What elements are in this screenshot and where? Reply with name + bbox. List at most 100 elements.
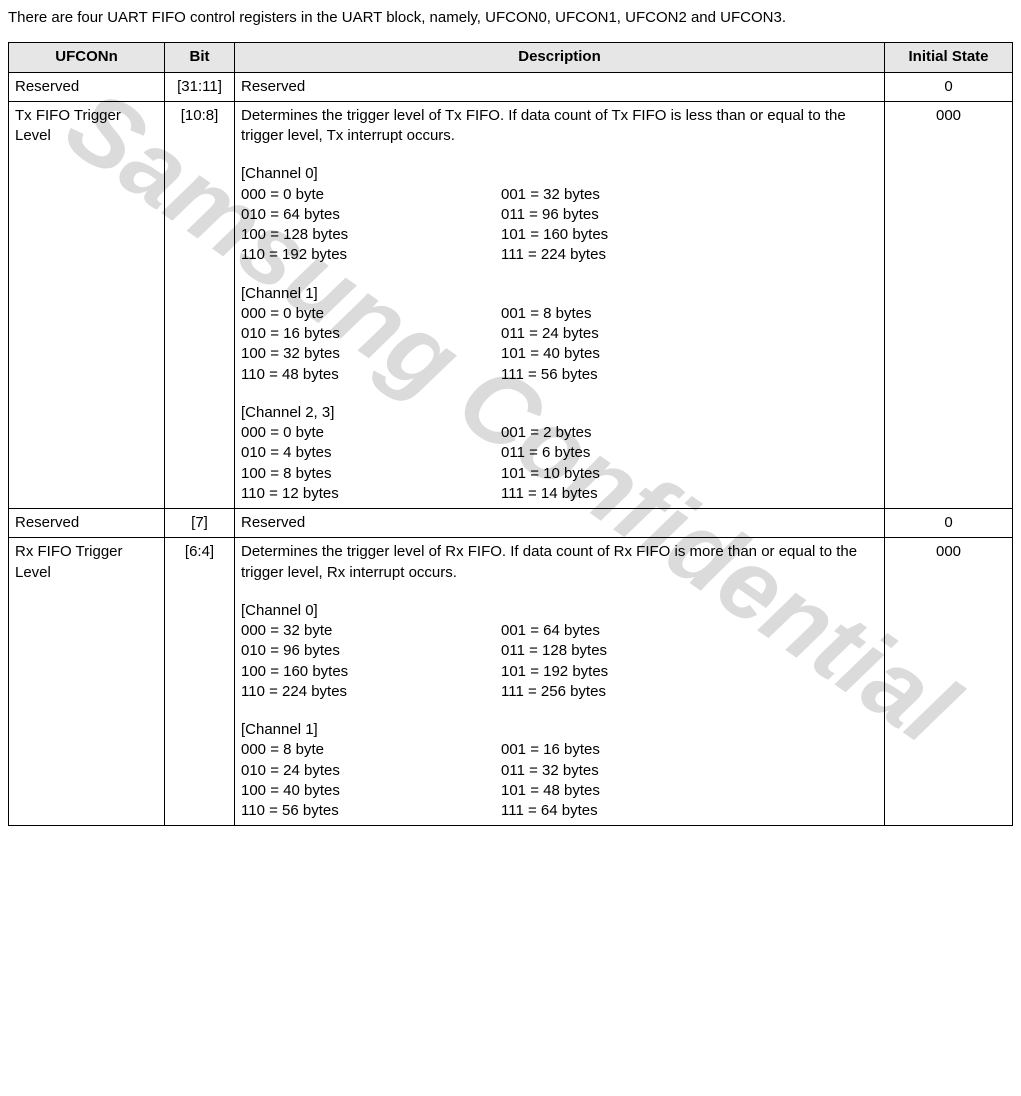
value-pair-right: 111 = 64 bytes: [501, 801, 598, 821]
col-header-bit: Bit: [165, 43, 235, 72]
cell-bit-range: [10:8]: [165, 101, 235, 508]
channel-block: [Channel 1]000 = 8 byte001 = 16 bytes010…: [241, 720, 878, 821]
cell-bit-range: [7]: [165, 509, 235, 538]
table-header-row: UFCONn Bit Description Initial State: [9, 43, 1013, 72]
value-pair-row: 010 = 16 bytes011 = 24 bytes: [241, 324, 878, 344]
value-pair-right: 011 = 6 bytes: [501, 443, 590, 463]
value-pair-right: 101 = 160 bytes: [501, 225, 608, 245]
table-body: Reserved[31:11]Reserved0Tx FIFO Trigger …: [9, 72, 1013, 826]
value-pair-left: 000 = 0 byte: [241, 423, 501, 443]
value-pair-left: 110 = 48 bytes: [241, 365, 501, 385]
cell-description: Determines the trigger level of Rx FIFO.…: [235, 538, 885, 826]
value-pair-right: 101 = 48 bytes: [501, 781, 600, 801]
value-pair-left: 110 = 192 bytes: [241, 245, 501, 265]
channel-title: [Channel 0]: [241, 601, 878, 621]
value-pair-right: 001 = 64 bytes: [501, 621, 600, 641]
value-pair-right: 011 = 32 bytes: [501, 761, 599, 781]
value-pair-row: 000 = 8 byte001 = 16 bytes: [241, 740, 878, 760]
cell-initial-state: 0: [885, 72, 1013, 101]
desc-intro-text: Reserved: [241, 513, 878, 533]
cell-description: Reserved: [235, 72, 885, 101]
cell-bit-range: [31:11]: [165, 72, 235, 101]
value-pair-right: 001 = 8 bytes: [501, 304, 591, 324]
value-pair-row: 110 = 56 bytes111 = 64 bytes: [241, 801, 878, 821]
table-row: Reserved[31:11]Reserved0: [9, 72, 1013, 101]
value-pair-left: 110 = 56 bytes: [241, 801, 501, 821]
value-pair-row: 100 = 40 bytes101 = 48 bytes: [241, 781, 878, 801]
channel-title: [Channel 1]: [241, 720, 878, 740]
value-pair-right: 101 = 40 bytes: [501, 344, 600, 364]
value-pair-row: 010 = 96 bytes011 = 128 bytes: [241, 641, 878, 661]
col-header-init: Initial State: [885, 43, 1013, 72]
cell-field-name: Tx FIFO Trigger Level: [9, 101, 165, 508]
cell-field-name: Rx FIFO Trigger Level: [9, 538, 165, 826]
value-pair-right: 011 = 128 bytes: [501, 641, 607, 661]
value-pair-row: 100 = 32 bytes101 = 40 bytes: [241, 344, 878, 364]
table-row: Tx FIFO Trigger Level[10:8]Determines th…: [9, 101, 1013, 508]
value-pair-right: 101 = 10 bytes: [501, 464, 600, 484]
value-pair-right: 111 = 256 bytes: [501, 682, 606, 702]
value-pair-left: 000 = 8 byte: [241, 740, 501, 760]
desc-intro-text: Determines the trigger level of Tx FIFO.…: [241, 106, 878, 147]
value-pair-right: 101 = 192 bytes: [501, 662, 608, 682]
value-pair-right: 111 = 224 bytes: [501, 245, 606, 265]
value-pair-row: 100 = 160 bytes101 = 192 bytes: [241, 662, 878, 682]
cell-description: Reserved: [235, 509, 885, 538]
value-pair-left: 100 = 40 bytes: [241, 781, 501, 801]
cell-field-name: Reserved: [9, 72, 165, 101]
cell-bit-range: [6:4]: [165, 538, 235, 826]
value-pair-right: 001 = 16 bytes: [501, 740, 600, 760]
value-pair-row: 110 = 224 bytes111 = 256 bytes: [241, 682, 878, 702]
col-header-desc: Description: [235, 43, 885, 72]
value-pair-left: 010 = 16 bytes: [241, 324, 501, 344]
cell-initial-state: 000: [885, 101, 1013, 508]
table-row: Rx FIFO Trigger Level[6:4]Determines the…: [9, 538, 1013, 826]
channel-block: [Channel 0]000 = 0 byte001 = 32 bytes010…: [241, 164, 878, 265]
value-pair-left: 010 = 64 bytes: [241, 205, 501, 225]
value-pair-row: 110 = 48 bytes111 = 56 bytes: [241, 365, 878, 385]
value-pair-left: 010 = 4 bytes: [241, 443, 501, 463]
cell-field-name: Reserved: [9, 509, 165, 538]
desc-intro-text: Determines the trigger level of Rx FIFO.…: [241, 542, 878, 583]
value-pair-row: 000 = 0 byte001 = 32 bytes: [241, 185, 878, 205]
value-pair-left: 000 = 32 byte: [241, 621, 501, 641]
cell-description: Determines the trigger level of Tx FIFO.…: [235, 101, 885, 508]
value-pair-left: 100 = 160 bytes: [241, 662, 501, 682]
value-pair-left: 010 = 96 bytes: [241, 641, 501, 661]
value-pair-row: 110 = 192 bytes111 = 224 bytes: [241, 245, 878, 265]
value-pair-row: 000 = 0 byte001 = 8 bytes: [241, 304, 878, 324]
value-pair-left: 000 = 0 byte: [241, 304, 501, 324]
channel-title: [Channel 2, 3]: [241, 403, 878, 423]
channel-title: [Channel 1]: [241, 284, 878, 304]
value-pair-row: 110 = 12 bytes111 = 14 bytes: [241, 484, 878, 504]
cell-initial-state: 000: [885, 538, 1013, 826]
desc-intro-text: Reserved: [241, 77, 878, 97]
channel-block: [Channel 0]000 = 32 byte001 = 64 bytes01…: [241, 601, 878, 702]
value-pair-left: 100 = 32 bytes: [241, 344, 501, 364]
col-header-name: UFCONn: [9, 43, 165, 72]
channel-block: [Channel 2, 3]000 = 0 byte001 = 2 bytes0…: [241, 403, 878, 504]
value-pair-right: 011 = 24 bytes: [501, 324, 599, 344]
value-pair-row: 000 = 0 byte001 = 2 bytes: [241, 423, 878, 443]
value-pair-row: 000 = 32 byte001 = 64 bytes: [241, 621, 878, 641]
value-pair-left: 110 = 12 bytes: [241, 484, 501, 504]
value-pair-left: 100 = 8 bytes: [241, 464, 501, 484]
value-pair-left: 010 = 24 bytes: [241, 761, 501, 781]
register-table: UFCONn Bit Description Initial State Res…: [8, 42, 1013, 826]
channel-block: [Channel 1]000 = 0 byte001 = 8 bytes010 …: [241, 284, 878, 385]
value-pair-row: 010 = 64 bytes011 = 96 bytes: [241, 205, 878, 225]
cell-initial-state: 0: [885, 509, 1013, 538]
value-pair-right: 011 = 96 bytes: [501, 205, 599, 225]
value-pair-left: 100 = 128 bytes: [241, 225, 501, 245]
value-pair-row: 100 = 8 bytes101 = 10 bytes: [241, 464, 878, 484]
table-row: Reserved[7]Reserved0: [9, 509, 1013, 538]
value-pair-left: 110 = 224 bytes: [241, 682, 501, 702]
value-pair-row: 010 = 24 bytes011 = 32 bytes: [241, 761, 878, 781]
value-pair-right: 111 = 56 bytes: [501, 365, 598, 385]
value-pair-left: 000 = 0 byte: [241, 185, 501, 205]
value-pair-right: 001 = 2 bytes: [501, 423, 591, 443]
value-pair-row: 010 = 4 bytes011 = 6 bytes: [241, 443, 878, 463]
channel-title: [Channel 0]: [241, 164, 878, 184]
intro-paragraph: There are four UART FIFO control registe…: [8, 8, 1013, 28]
value-pair-right: 111 = 14 bytes: [501, 484, 598, 504]
